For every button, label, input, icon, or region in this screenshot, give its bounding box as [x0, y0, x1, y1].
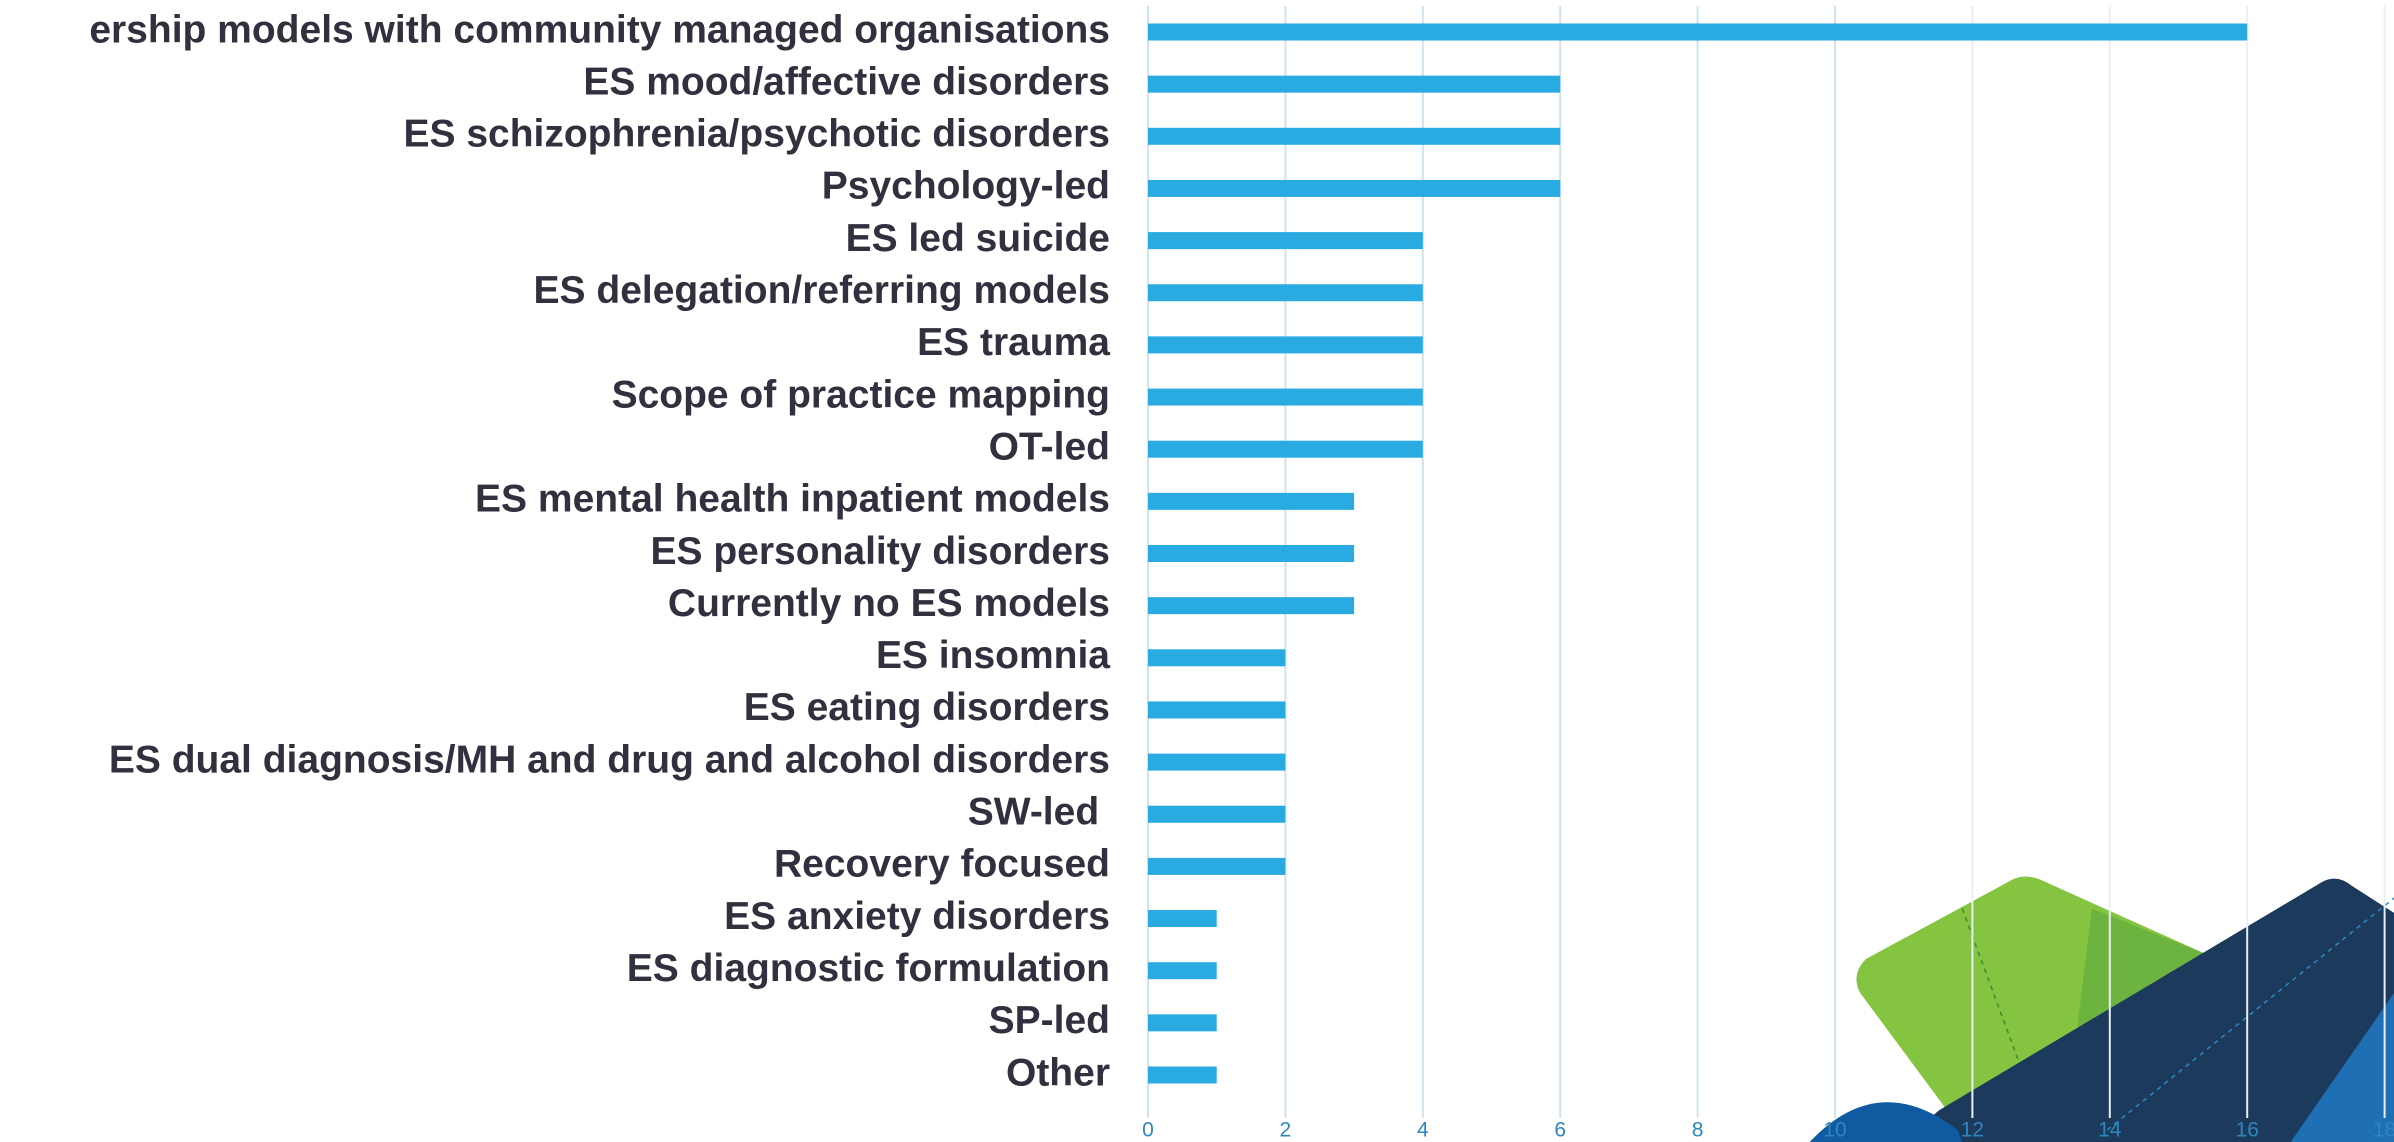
y-tick-label: ES mental health inpatient models — [475, 478, 1110, 521]
bar — [1148, 701, 1286, 719]
y-tick-label: ES schizophrenia/psychotic disorders — [403, 113, 1110, 156]
y-tick-label: ES mood/affective disorders — [583, 60, 1110, 103]
y-tick-label: ES personality disorders — [651, 530, 1111, 573]
y-tick-label: ership models with community managed org… — [89, 8, 1110, 51]
bar — [1148, 545, 1355, 562]
y-tick-label: ES trauma — [917, 321, 1110, 364]
bar — [1148, 179, 1561, 197]
bar — [1148, 805, 1286, 823]
y-tick-label: Currently no ES models — [668, 582, 1110, 625]
bar — [1148, 910, 1217, 928]
bar — [1148, 232, 1423, 250]
x-tick-label: 8 — [1692, 1119, 1704, 1142]
decoration — [1809, 876, 2394, 1142]
bar — [1148, 753, 1286, 771]
y-tick-label: ES anxiety disorders — [724, 895, 1110, 938]
bar — [1148, 336, 1423, 354]
bar — [1148, 23, 2248, 41]
x-tick-label: 12 — [1961, 1119, 1984, 1142]
bar — [1148, 962, 1217, 980]
bar — [1148, 284, 1423, 302]
x-tick-label: 18 — [2373, 1119, 2394, 1142]
y-tick-label: Recovery focused — [774, 843, 1110, 886]
bar — [1148, 1066, 1217, 1084]
y-tick-label: ES insomnia — [876, 634, 1110, 677]
bar — [1148, 388, 1423, 406]
y-tick-label: OT-led — [989, 425, 1110, 468]
y-tick-label: SW-led — [968, 791, 1110, 834]
bar — [1148, 1014, 1217, 1032]
y-tick-label: Psychology-led — [822, 165, 1110, 208]
y-tick-label: ES dual diagnosis/MH and drug and alcoho… — [109, 738, 1110, 781]
y-tick-label: ES diagnostic formulation — [627, 947, 1110, 990]
bar — [1148, 492, 1355, 510]
x-tick-label: 4 — [1417, 1119, 1429, 1142]
bar — [1148, 597, 1355, 615]
bar — [1148, 127, 1561, 145]
x-tick-label: 2 — [1280, 1119, 1292, 1142]
x-tick-label: 16 — [2236, 1119, 2259, 1142]
y-tick-label: ES delegation/referring models — [534, 269, 1110, 312]
x-tick-label: 6 — [1554, 1119, 1566, 1142]
y-tick-label: SP-led — [989, 999, 1110, 1042]
bar — [1148, 649, 1286, 667]
y-tick-label: Other — [1006, 1051, 1110, 1094]
x-tick-label: 14 — [2098, 1119, 2122, 1142]
bar — [1148, 75, 1561, 93]
bar — [1148, 440, 1423, 458]
x-tick-label: 10 — [1823, 1119, 1846, 1142]
x-tick-label: 0 — [1142, 1119, 1154, 1142]
y-tick-label: ES led suicide — [846, 217, 1110, 260]
bar — [1148, 857, 1286, 875]
y-tick-label: ES eating disorders — [744, 686, 1110, 729]
y-tick-label: Scope of practice mapping — [612, 373, 1110, 416]
